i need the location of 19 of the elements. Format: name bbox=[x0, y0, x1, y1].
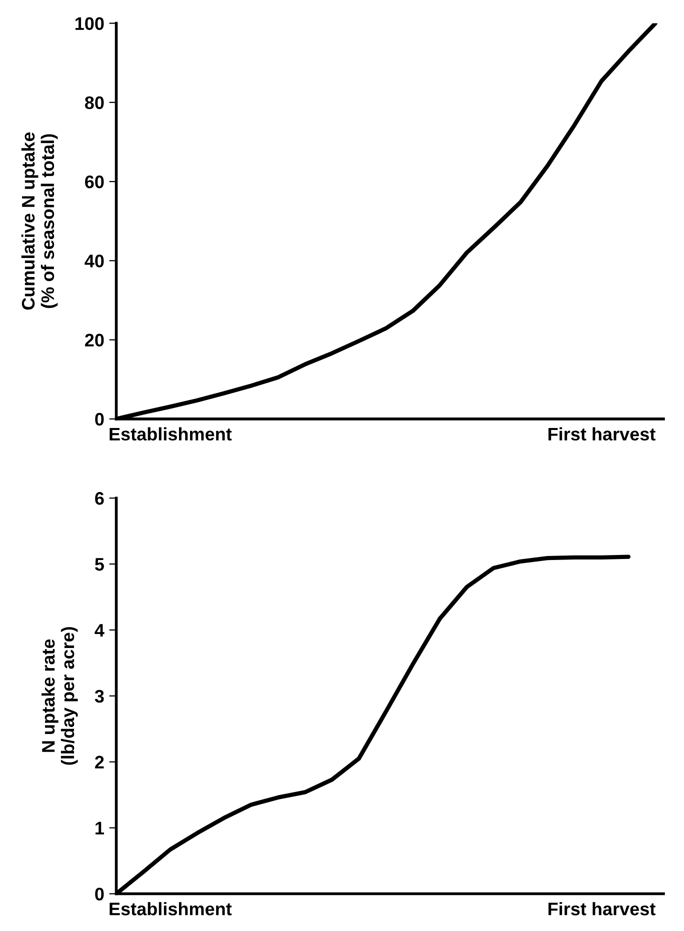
x-tick-label: First harvest bbox=[548, 902, 656, 916]
y-tick-label: 3 bbox=[94, 690, 104, 703]
y-axis-title: N uptake rate (lb/day per acre) bbox=[41, 627, 78, 765]
y-tick-label: 0 bbox=[95, 412, 104, 426]
x-tick-label: Establishment bbox=[110, 427, 232, 441]
y-tick-label: 5 bbox=[94, 558, 104, 571]
y-tick-label: 6 bbox=[95, 492, 104, 505]
y-tick-label: 0 bbox=[95, 888, 104, 900]
x-tick-label: First harvest bbox=[548, 427, 656, 441]
y-tick-label: 100 bbox=[75, 17, 104, 30]
y-axis-title: Cumulative N uptake (% of seasonal total) bbox=[21, 132, 58, 310]
y-tick-label: 20 bbox=[85, 334, 104, 347]
y-tick-label: 2 bbox=[95, 756, 104, 768]
y-tick-label: 80 bbox=[84, 96, 104, 110]
y-tick-label: 40 bbox=[84, 254, 104, 268]
y-tick-label: 4 bbox=[94, 624, 104, 637]
x-tick-label: Establishment bbox=[110, 902, 232, 916]
y-tick-label: 1 bbox=[96, 822, 104, 834]
y-tick-label: 60 bbox=[85, 175, 104, 188]
